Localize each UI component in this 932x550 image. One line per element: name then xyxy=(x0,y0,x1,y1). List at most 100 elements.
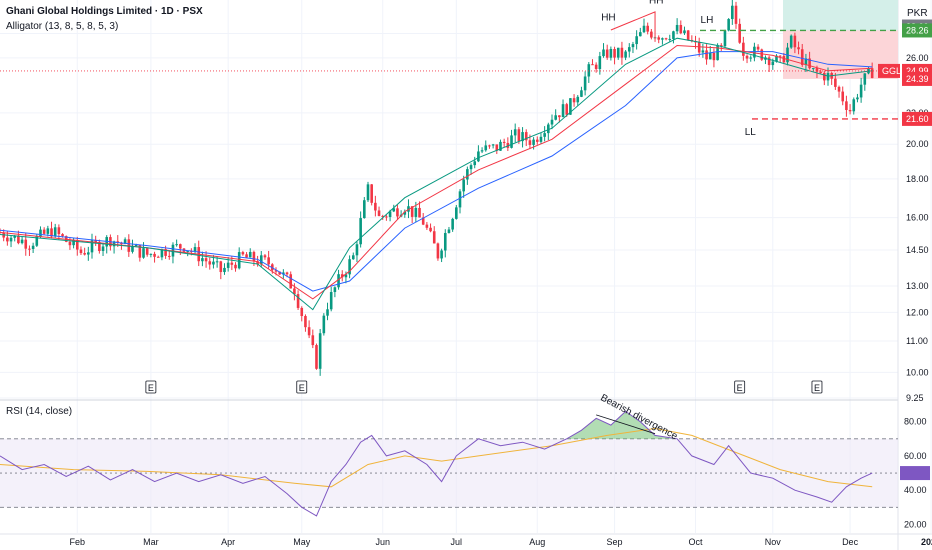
price-badge-value: 24.99 xyxy=(906,66,929,76)
candle-body xyxy=(646,25,649,32)
candle xyxy=(315,343,318,370)
candle xyxy=(734,1,738,29)
candle-body xyxy=(204,258,208,262)
candle-body xyxy=(90,240,94,253)
rsi-legend[interactable]: RSI (14, close) xyxy=(6,406,73,417)
candle-body xyxy=(856,97,859,100)
candle-body xyxy=(267,257,270,265)
candle xyxy=(425,221,429,230)
candle xyxy=(333,286,337,298)
candle-body xyxy=(775,55,778,62)
candle-body xyxy=(164,249,167,256)
earnings-marker: E xyxy=(811,380,823,394)
candle xyxy=(742,36,745,61)
candle xyxy=(263,254,267,260)
rsi-badge xyxy=(900,466,930,481)
candle xyxy=(355,241,359,263)
candle-body xyxy=(322,315,326,334)
candle-body xyxy=(425,224,429,228)
candle-body xyxy=(668,38,672,40)
price-badge-bg xyxy=(902,71,932,86)
candle xyxy=(340,270,344,282)
candle xyxy=(193,243,197,255)
candle xyxy=(712,48,716,68)
candle-body xyxy=(149,253,153,255)
earnings-label: E xyxy=(299,383,305,393)
candle xyxy=(650,29,653,40)
candles xyxy=(0,0,874,376)
candle-body xyxy=(811,68,815,70)
candle-body xyxy=(57,227,61,235)
candle xyxy=(683,26,686,35)
candle-body xyxy=(602,49,605,57)
time-tick-label: Feb xyxy=(70,537,86,547)
candle-body xyxy=(363,200,366,219)
time-tick-label: Sep xyxy=(607,537,623,547)
candle-body xyxy=(20,239,24,244)
price-tick-label: 14.50 xyxy=(906,245,929,255)
candle-body xyxy=(215,261,219,263)
candle-body xyxy=(443,232,447,251)
indicator-legend[interactable]: Alligator (13, 8, 5, 8, 5, 3) xyxy=(6,21,119,32)
candle xyxy=(28,245,31,256)
candle xyxy=(760,48,764,62)
candle-body xyxy=(421,217,425,225)
candle-body xyxy=(28,248,31,250)
candle xyxy=(300,306,304,322)
candle xyxy=(672,30,675,44)
candle xyxy=(366,181,370,203)
candle xyxy=(539,133,543,144)
candle-body xyxy=(477,151,480,162)
candle-body xyxy=(727,19,730,31)
candle xyxy=(675,18,679,35)
candle-body xyxy=(572,98,576,103)
earnings-box xyxy=(811,380,823,394)
candle-body xyxy=(31,245,35,249)
candle xyxy=(149,253,153,258)
candle-body xyxy=(418,207,421,218)
candle-body xyxy=(859,84,863,98)
swing-annotations: HH HH LH LL xyxy=(601,0,756,138)
candle xyxy=(112,240,116,254)
candle-body xyxy=(263,255,267,258)
candle-body xyxy=(466,169,469,180)
candle-body xyxy=(535,139,539,142)
candle xyxy=(98,239,101,254)
candle-body xyxy=(543,133,546,137)
candle-body xyxy=(705,50,708,60)
candle xyxy=(171,242,175,264)
candle xyxy=(311,329,315,349)
candle-body xyxy=(719,45,723,47)
candle-body xyxy=(50,228,53,237)
candle xyxy=(42,227,46,235)
candle-body xyxy=(488,145,491,147)
candle xyxy=(359,211,362,248)
time-axis[interactable]: Feb Mar Apr May Jun Jul Aug Sep Oct Nov Dec 2026 xyxy=(0,533,932,547)
candle-body xyxy=(234,264,237,269)
candle-body xyxy=(848,109,852,112)
candle-body xyxy=(289,274,293,289)
price-axis[interactable]: 28.0026.0022.0020.0018.0016.0014.5013.00… xyxy=(878,19,932,403)
candle xyxy=(418,201,421,218)
candle xyxy=(473,156,477,169)
candle xyxy=(679,20,683,35)
candle-body xyxy=(410,206,414,217)
candle xyxy=(237,247,241,270)
candle-body xyxy=(782,56,786,63)
candle xyxy=(469,163,473,175)
candle-body xyxy=(594,64,598,70)
candle-body xyxy=(841,91,845,102)
candle-body xyxy=(528,140,532,145)
candle-body xyxy=(870,68,874,79)
candle-body xyxy=(359,218,362,245)
candle xyxy=(811,67,815,71)
candle xyxy=(20,236,24,245)
rsi-tick-label: 80.00 xyxy=(904,417,927,427)
candle xyxy=(289,271,293,289)
candle xyxy=(223,263,226,275)
candle xyxy=(727,18,730,32)
candle xyxy=(101,243,105,257)
candle-body xyxy=(42,229,46,234)
